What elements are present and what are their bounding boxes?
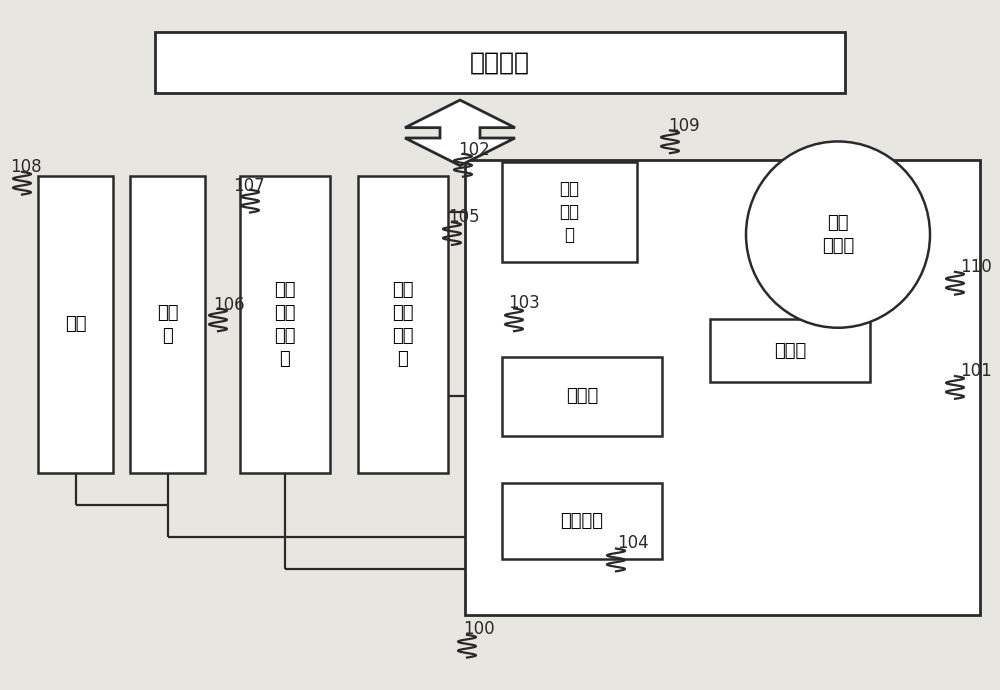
Text: 106: 106: [213, 296, 245, 314]
Text: 103: 103: [508, 294, 540, 312]
Text: 绝对
压力
传感
器: 绝对 压力 传感 器: [392, 281, 414, 368]
Ellipse shape: [746, 141, 930, 328]
Text: 真空
泵: 真空 泵: [157, 304, 178, 345]
Text: 101: 101: [960, 362, 992, 380]
Text: 110: 110: [960, 258, 992, 276]
Text: 温度
传感
器: 温度 传感 器: [560, 180, 580, 244]
FancyBboxPatch shape: [358, 176, 448, 473]
FancyBboxPatch shape: [240, 176, 330, 473]
Text: 安装架: 安装架: [774, 342, 806, 359]
Text: 105: 105: [448, 208, 480, 226]
FancyBboxPatch shape: [38, 176, 113, 473]
Text: 102: 102: [458, 141, 490, 159]
FancyBboxPatch shape: [502, 483, 662, 559]
Text: 气瓶: 气瓶: [65, 315, 86, 333]
FancyBboxPatch shape: [502, 357, 662, 436]
Text: 储气瓶: 储气瓶: [566, 387, 598, 406]
Polygon shape: [405, 100, 515, 166]
Text: 控制装置: 控制装置: [470, 51, 530, 75]
FancyBboxPatch shape: [465, 160, 980, 615]
Text: 相对
压力
传感
器: 相对 压力 传感 器: [274, 281, 296, 368]
FancyBboxPatch shape: [155, 32, 845, 93]
FancyBboxPatch shape: [710, 319, 870, 382]
FancyBboxPatch shape: [130, 176, 205, 473]
Text: 108: 108: [10, 158, 42, 176]
Text: 104: 104: [617, 534, 649, 552]
Text: 109: 109: [668, 117, 700, 135]
Text: 100: 100: [463, 620, 495, 638]
Text: 调节气缸: 调节气缸: [560, 512, 604, 530]
Text: 被测
继电器: 被测 继电器: [822, 214, 854, 255]
FancyBboxPatch shape: [502, 162, 637, 262]
Text: 107: 107: [233, 177, 265, 195]
